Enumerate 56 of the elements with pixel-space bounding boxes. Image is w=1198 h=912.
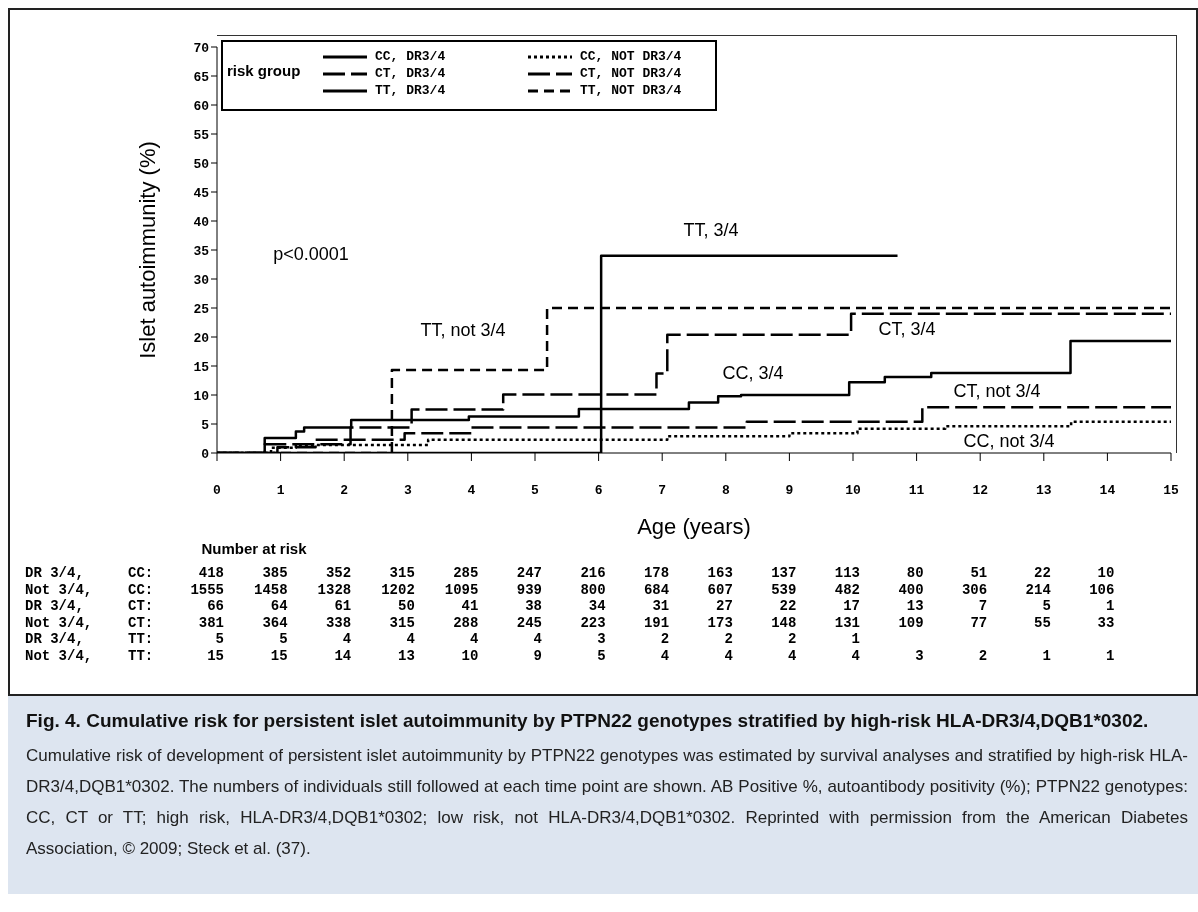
x-axis-title: Age (years) <box>637 514 751 539</box>
y-tick-label: 55 <box>193 127 210 143</box>
x-tick-label: 6 <box>594 483 603 499</box>
y-tick-label: 35 <box>193 243 210 259</box>
y-tick-label: 10 <box>193 388 210 404</box>
annotation: CT, 3/4 <box>878 318 936 340</box>
text: DR 3/4, CC: 418 385 352 315 285 247 216 178 163 137 113 80 51 22 10 <box>25 565 1115 581</box>
x-tick-label: 9 <box>785 483 794 499</box>
legend-title: risk group <box>227 62 301 79</box>
y-tick-label: 20 <box>193 330 210 346</box>
x-tick-label: 1 <box>276 483 285 499</box>
annotation: TT, not 3/4 <box>420 319 506 341</box>
x-tick-label: 14 <box>1099 483 1116 499</box>
legend-label: CT, DR3/4 <box>375 66 446 81</box>
legend-label: CC, DR3/4 <box>375 49 446 64</box>
y-tick-label: 60 <box>193 98 210 114</box>
annotation: TT, 3/4 <box>683 219 739 241</box>
annotation: p<0.0001 <box>273 243 349 265</box>
y-tick-label: 15 <box>193 359 210 375</box>
legend-label: CC, NOT DR3/4 <box>580 49 682 64</box>
text: Not 3/4, CT: 381 364 338 315 288 245 223 191 173 148 131 109 77 55 33 <box>25 614 1115 631</box>
annotation: CT, not 3/4 <box>953 380 1041 402</box>
legend-label: TT, NOT DR3/4 <box>580 83 682 98</box>
legend-label: CT, NOT DR3/4 <box>580 66 682 81</box>
y-tick-label: 70 <box>193 40 210 56</box>
text: Cumulative risk of development of persistent islet autoimmunity by PTPN22 genotypes was estimated by survival analyses and stratified by high-risk HLA-DR3/4,DQB1*0302. The numbers of individuals still followed at each time point are shown. AB Positive %, autoantibody positivity (%); PTPN22 genotypes: CC, CT or TT; high risk, HLA-DR3/4,DQB1*0302; low risk, not HLA-DR3/4,DQB1*0302. Reprinted with permission from the American Diabetes Association, © 2009; Steck et al. (37). <box>26 745 1188 860</box>
legend-label: TT, DR3/4 <box>375 83 446 98</box>
x-tick-label: 11 <box>908 483 925 499</box>
x-tick-label: 3 <box>403 483 412 499</box>
y-tick-label: 5 <box>201 417 210 433</box>
text: Number at risk <box>201 539 307 557</box>
text: Not 3/4, TT: 15 15 14 13 10 9 5 4 4 4 4 3 2 1 1 <box>25 647 1115 664</box>
x-tick-label: 10 <box>845 483 861 499</box>
x-tick-label: 15 <box>1163 483 1179 499</box>
x-tick-label: 0 <box>213 483 222 499</box>
y-tick-label: 30 <box>193 272 210 288</box>
annotation: CC, 3/4 <box>722 362 784 384</box>
text: DR 3/4, TT: 5 5 4 4 4 4 3 2 2 2 1 <box>25 631 860 647</box>
y-tick-label: 0 <box>201 446 210 462</box>
annotation: CC, not 3/4 <box>963 430 1055 452</box>
text: Not 3/4, CC: 1555 1458 1328 1202 1095 939 800 684 607 539 482 400 306 214 106 <box>25 581 1115 598</box>
x-tick-label: 2 <box>340 483 349 499</box>
text: DR 3/4, CT: 66 64 61 50 41 38 34 31 27 22 17 13 7 5 1 <box>25 598 1115 614</box>
y-axis-title: Islet autoimmunity (%) <box>134 141 160 359</box>
y-tick-label: 65 <box>193 69 210 85</box>
y-tick-label: 25 <box>193 301 210 317</box>
x-tick-label: 8 <box>721 483 730 499</box>
x-tick-label: 13 <box>1036 483 1052 499</box>
x-tick-label: 4 <box>467 483 476 499</box>
x-tick-label: 7 <box>658 483 667 499</box>
x-tick-label: 5 <box>531 483 540 499</box>
y-tick-label: 50 <box>193 156 210 172</box>
text: Fig. 4. Cumulative risk for persistent islet autoimmunity by PTPN22 genotypes stratified by high-risk HLA-DR3/4,DQB1*0302. <box>26 709 1150 733</box>
y-tick-label: 45 <box>193 185 210 201</box>
x-tick-label: 12 <box>972 483 989 499</box>
y-tick-label: 40 <box>193 214 210 230</box>
